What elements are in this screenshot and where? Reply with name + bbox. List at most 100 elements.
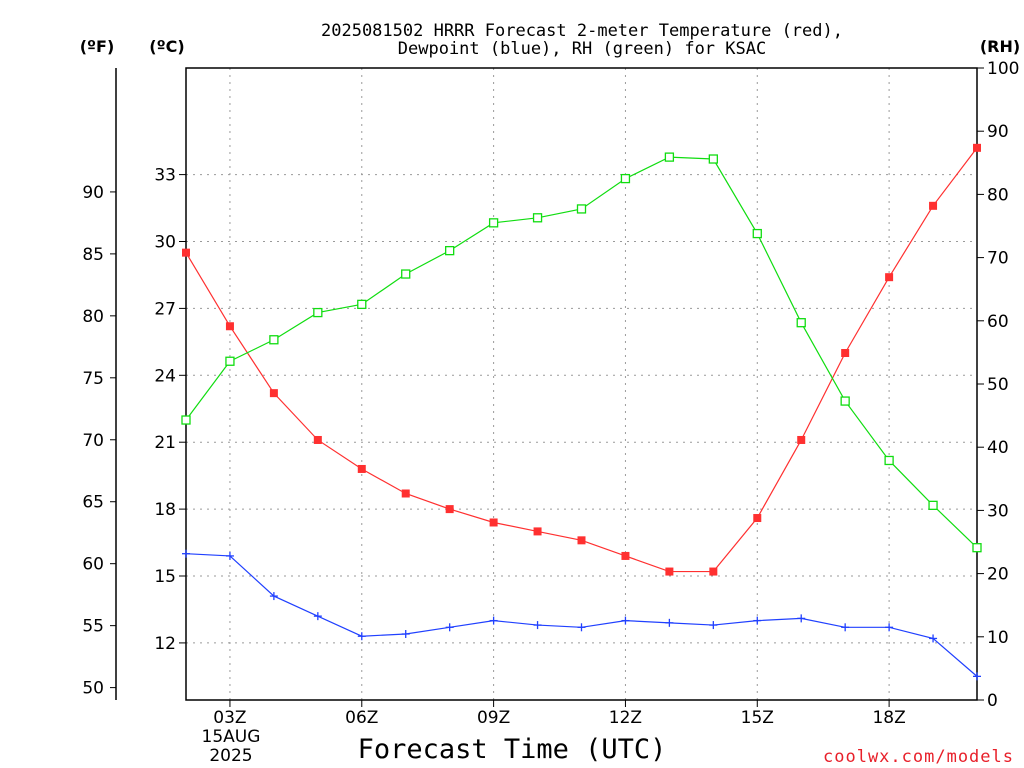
rh-tick-label: 40 [987,438,1009,458]
rh-point [840,396,850,406]
rh-tick-label: 30 [987,501,1009,521]
rh-point [313,307,323,318]
temperature-point [182,248,190,257]
rh-tick-label: 90 [987,122,1009,142]
rh-point [884,455,894,466]
fahrenheit-tick-label: 60 [82,555,104,575]
dewpoint-point [533,621,542,630]
dewpoint-point [357,632,366,641]
rh-point [181,415,191,425]
fahrenheit-tick-label: 80 [82,307,104,327]
grid-layer [186,68,977,700]
dewpoint-point [489,616,498,625]
series-line [185,553,978,677]
series-layer [181,143,982,681]
rh-tick-label: 100 [987,59,1019,79]
x-tick-label: 09Z [477,708,510,728]
celsius-tick-label: 30 [154,232,176,252]
dewpoint-point [929,634,938,643]
dewpoint-point [797,614,806,623]
x-axis-label: Forecast Time (UTC) [358,734,667,765]
dewpoint-point [182,549,190,558]
x-tick-label: 18Z [872,708,905,728]
credit-link[interactable]: coolwx.com/models [823,747,1014,767]
fahrenheit-tick-label: 50 [82,679,104,699]
axes-layer [115,67,978,701]
rh-point [445,245,455,256]
x-tick-label: 15Z [741,708,774,728]
celsius-tick-label: 27 [154,299,176,319]
dewpoint-point [445,623,454,632]
temperature-point [357,464,366,473]
date-label-year: 2025 [209,746,252,766]
fahrenheit-tick-label: 55 [82,617,104,637]
ticks-layer: 03Z 06Z 09Z 12Z 15Z 18Z 12 15 18 21 24 27 30 33 50 55 60… [82,59,1019,728]
dewpoint-point [753,616,762,625]
celsius-tick-label: 18 [154,500,176,520]
dewpoint-point [577,623,586,632]
dewpoint-point [313,612,322,621]
temperature-point [665,567,674,576]
rh-tick-label: 10 [987,628,1009,648]
rh-point [357,299,367,310]
series-line [185,156,978,549]
dewpoint-point [225,551,234,560]
dewpoint-point [269,592,278,601]
x-tick-label: 03Z [213,708,246,728]
temperature-point [797,435,806,444]
rh-point [488,218,499,228]
plot-frame [185,67,978,701]
rh-point [972,543,982,553]
temperature-point [929,201,938,210]
temperature-point [577,536,586,545]
temperature-point [973,143,981,152]
temperature-point [489,518,498,527]
rh-point [708,154,718,164]
dewpoint-point [621,616,630,625]
rh-tick-label: 50 [987,375,1009,395]
temperature-point [841,349,850,358]
fahrenheit-tick-label: 75 [82,369,104,389]
fahrenheit-tick-label: 70 [82,431,104,451]
fahrenheit-tick-label: 90 [82,183,104,203]
rh-tick-label: 80 [987,185,1009,205]
dewpoint-point [665,618,674,627]
temperature-point [225,322,234,331]
celsius-tick-label: 21 [154,433,176,453]
temperature-point [533,527,542,536]
rh-point [225,356,235,366]
dewpoint-point [885,623,894,632]
date-label-month: 15AUG [202,727,261,747]
temperature-point [885,273,894,282]
temperature-point [445,505,454,514]
rh-unit-label: (RH) [980,37,1020,56]
rh-point [532,213,543,223]
x-tick-label: 12Z [609,708,642,728]
rh-tick-label: 20 [987,565,1009,585]
dewpoint-point [709,621,718,630]
celsius-tick-label: 12 [154,634,176,654]
rh-point [928,500,938,510]
rh-tick-label: 60 [987,312,1009,332]
chart-title-line-2: Dewpoint (blue), RH (green) for KSAC [398,39,766,59]
chart-title-line-1: 2025081502 HRRR Forecast 2-meter Tempera… [321,21,843,41]
rh-point [620,173,631,184]
rh-point [576,204,587,214]
celsius-tick-label: 24 [154,366,176,386]
rh-point [401,269,411,279]
celsius-tick-label: 33 [154,166,176,186]
fahrenheit-tick-label: 85 [82,245,104,265]
rh-point [269,335,279,345]
x-tick-label: 06Z [345,708,378,728]
fahrenheit-tick-label: 65 [82,493,104,513]
temperature-point [313,435,322,444]
temperature-point [709,567,718,576]
rh-tick-label: 0 [987,691,998,711]
temperature-point [269,389,278,398]
rh-point [752,228,762,239]
temperature-point [753,514,762,523]
rh-tick-label: 70 [987,249,1009,269]
celsius-tick-label: 15 [154,567,176,587]
rh-point [796,318,806,328]
